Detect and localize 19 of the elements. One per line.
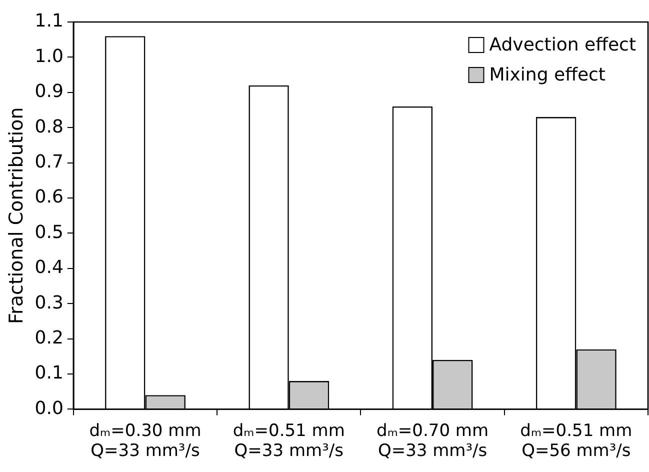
y-tick-label: 0.1: [34, 362, 64, 384]
y-tick-label: 0.5: [34, 222, 64, 243]
y-tick-label: 0.0: [34, 398, 64, 419]
y-tick-label: 0.8: [34, 116, 64, 138]
y-tick-label: 1.0: [34, 46, 64, 67]
legend-label: Mixing effect: [489, 64, 606, 86]
y-tick-label: 0.7: [34, 151, 64, 172]
y-axis-title: Fractional Contribution: [5, 107, 28, 324]
x-tick-label: dₘ=0.51 mm Q=33 mm³/s: [232, 420, 345, 462]
y-tick-label: 0.3: [34, 292, 64, 314]
x-tick-label: dₘ=0.30 mm Q=33 mm³/s: [89, 420, 202, 462]
x-tick-label: dₘ=0.51 mm Q=56 mm³/s: [520, 420, 632, 462]
y-tick-label: 0.2: [34, 327, 64, 348]
legend-label: Advection effect: [489, 34, 636, 56]
x-tick-label: dₘ=0.70 mm Q=33 mm³/s: [376, 420, 489, 462]
y-tick-label: 1.1: [34, 10, 64, 32]
y-tick-label: 0.6: [34, 186, 64, 208]
y-tick-label: 0.4: [34, 257, 64, 278]
y-tick-label: 0.9: [34, 81, 64, 102]
